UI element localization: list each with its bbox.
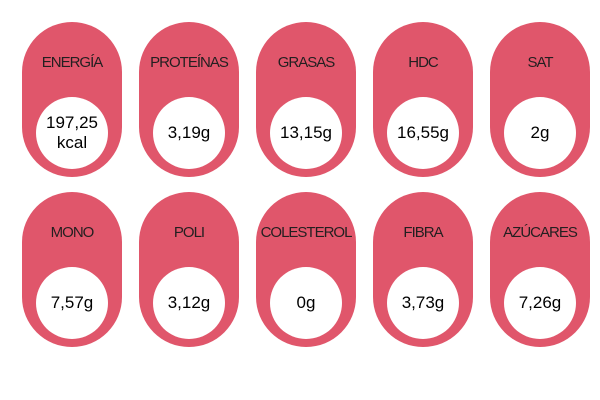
nutrient-label: SAT	[527, 54, 553, 71]
nutrient-value-circle: 7,26g	[504, 267, 576, 339]
nutrient-label: POLI	[173, 224, 205, 241]
nutrient-card-energia: ENERGÍA 197,25 kcal	[22, 22, 122, 177]
nutrient-value-circle: 13,15g	[270, 97, 342, 169]
nutrient-value-circle: 2g	[504, 97, 576, 169]
nutrition-facts-grid: ENERGÍA 197,25 kcal PROTEÍNAS 3,19g GRAS…	[22, 22, 590, 347]
nutrient-value-circle: 7,57g	[36, 267, 108, 339]
nutrient-card-poli: POLI 3,12g	[139, 192, 239, 347]
nutrient-card-azucares: AZÚCARES 7,26g	[490, 192, 590, 347]
nutrient-card-mono: MONO 7,57g	[22, 192, 122, 347]
nutrient-card-sat: SAT 2g	[490, 22, 590, 177]
nutrient-value-circle: 16,55g	[387, 97, 459, 169]
nutrient-label: MONO	[50, 224, 95, 241]
nutrient-value: 7,26g	[518, 293, 562, 312]
nutrient-value-circle: 197,25 kcal	[36, 97, 108, 169]
nutrient-value: 2g	[530, 123, 550, 142]
nutrient-value: 3,12g	[167, 293, 211, 312]
nutrient-card-colesterol: COLESTEROL 0g	[256, 192, 356, 347]
nutrient-value: 7,57g	[50, 293, 94, 312]
nutrient-label: GRASAS	[277, 54, 336, 71]
nutrient-value: 16,55g	[397, 123, 449, 142]
nutrient-label: ENERGÍA	[41, 54, 104, 71]
nutrient-value-circle: 3,12g	[153, 267, 225, 339]
nutrient-card-fibra: FIBRA 3,73g	[373, 192, 473, 347]
nutrient-card-proteinas: PROTEÍNAS 3,19g	[139, 22, 239, 177]
nutrient-value-circle: 3,19g	[153, 97, 225, 169]
nutrient-value: 0g	[296, 293, 316, 312]
nutrient-card-grasas: GRASAS 13,15g	[256, 22, 356, 177]
nutrient-card-hdc: HDC 16,55g	[373, 22, 473, 177]
nutrient-label: FIBRA	[403, 224, 443, 241]
nutrient-value-circle: 0g	[270, 267, 342, 339]
nutrient-value: 13,15g	[280, 123, 332, 142]
nutrient-label: PROTEÍNAS	[150, 54, 229, 71]
nutrient-value: 3,73g	[401, 293, 445, 312]
nutrient-label: COLESTEROL	[260, 224, 353, 241]
nutrient-label: HDC	[408, 54, 439, 71]
nutrient-label: AZÚCARES	[503, 224, 578, 241]
nutrient-value: 197,25 kcal	[46, 113, 98, 152]
nutrient-value-circle: 3,73g	[387, 267, 459, 339]
nutrient-value: 3,19g	[167, 123, 211, 142]
